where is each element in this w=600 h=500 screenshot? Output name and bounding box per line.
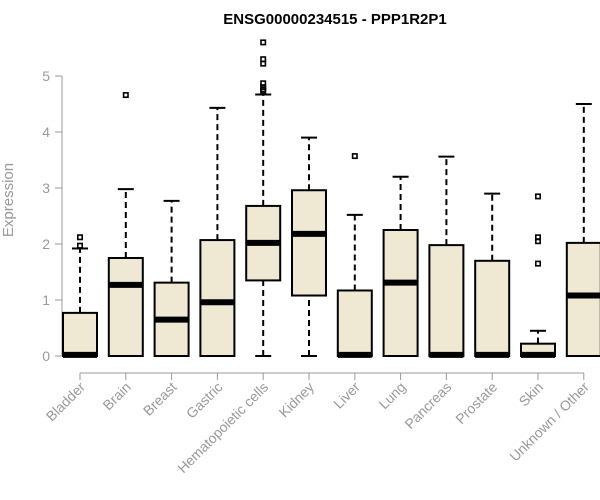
chart-title: ENSG00000234515 - PPP1R2P1 (223, 11, 446, 28)
box-group (428, 155, 465, 358)
outlier-point (534, 238, 541, 245)
x-tick-label: Liver (330, 379, 363, 412)
iqr-box (428, 244, 465, 357)
x-tick-label: Prostate (452, 379, 500, 427)
box-group (245, 39, 282, 357)
y-tick-label: 3 (42, 180, 50, 196)
box-group (291, 136, 327, 357)
outlier-point (122, 92, 129, 99)
box-group (382, 175, 419, 357)
y-tick-label: 0 (42, 348, 50, 364)
outlier-point (77, 242, 84, 249)
iqr-box (62, 311, 98, 358)
y-tick-label: 1 (42, 292, 50, 308)
x-tick-label: Brain (99, 379, 133, 413)
box-group (520, 193, 556, 358)
box-group (336, 153, 373, 358)
x-tick-label: Breast (140, 379, 180, 419)
box-group (62, 234, 98, 358)
y-tick-label: 5 (42, 68, 50, 84)
x-tick-label: Bladder (43, 379, 89, 425)
x-tick-label: Gastric (183, 379, 226, 422)
boxes (62, 39, 600, 358)
outlier-point (534, 193, 541, 200)
iqr-box (474, 259, 511, 357)
box-group (565, 103, 600, 358)
box-group (474, 192, 511, 358)
x-tick-label: Hematopoietic cells (174, 379, 271, 476)
outlier-point (260, 39, 267, 46)
x-tick-label: Kidney (276, 379, 318, 421)
iqr-box (291, 189, 327, 297)
iqr-box (382, 229, 419, 357)
iqr-box (107, 257, 144, 357)
outlier-point (351, 153, 358, 160)
box-group (107, 92, 144, 357)
outlier-point (260, 60, 267, 67)
iqr-box (565, 241, 600, 358)
y-tick-label: 2 (42, 236, 50, 252)
x-tick-label: Lung (375, 379, 408, 412)
outlier-point (534, 260, 541, 267)
x-tick-label: Skin (516, 379, 547, 410)
outlier-point (77, 234, 84, 241)
y-axis-label: Expression (0, 163, 17, 237)
x-tick-label: Unknown / Other (506, 379, 592, 465)
x-tick-label: Pancreas (401, 379, 454, 432)
y-tick-label: 4 (42, 124, 50, 140)
iqr-box (336, 289, 373, 358)
box-group (199, 106, 236, 357)
iqr-box (199, 239, 236, 357)
box-group (153, 199, 190, 358)
outlier-point (260, 88, 267, 95)
axes: 0 1 2 3 4 5 (42, 68, 584, 374)
